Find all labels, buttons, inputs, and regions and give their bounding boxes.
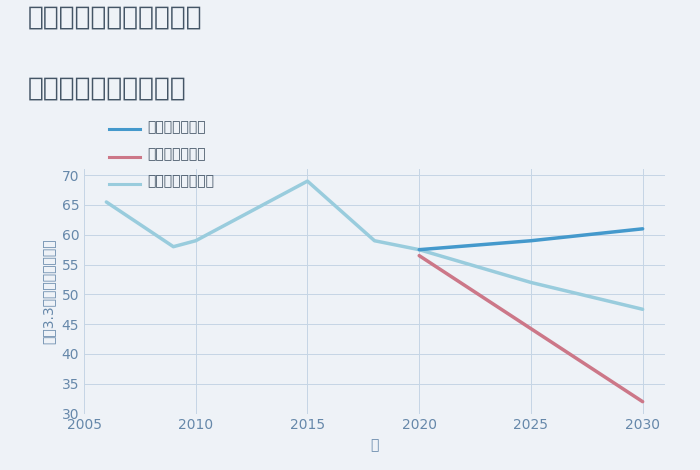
Text: ノーマルシナリオ: ノーマルシナリオ <box>147 174 214 188</box>
Text: グッドシナリオ: グッドシナリオ <box>147 120 206 134</box>
Text: バッドシナリオ: バッドシナリオ <box>147 147 206 161</box>
Text: 三重県鈴鹿市東庄内町の: 三重県鈴鹿市東庄内町の <box>28 5 202 31</box>
X-axis label: 年: 年 <box>370 438 379 452</box>
Y-axis label: 坪（3.3㎡）単価（万円）: 坪（3.3㎡）単価（万円） <box>42 239 56 344</box>
Text: 中古戸建ての価格推移: 中古戸建ての価格推移 <box>28 75 187 101</box>
